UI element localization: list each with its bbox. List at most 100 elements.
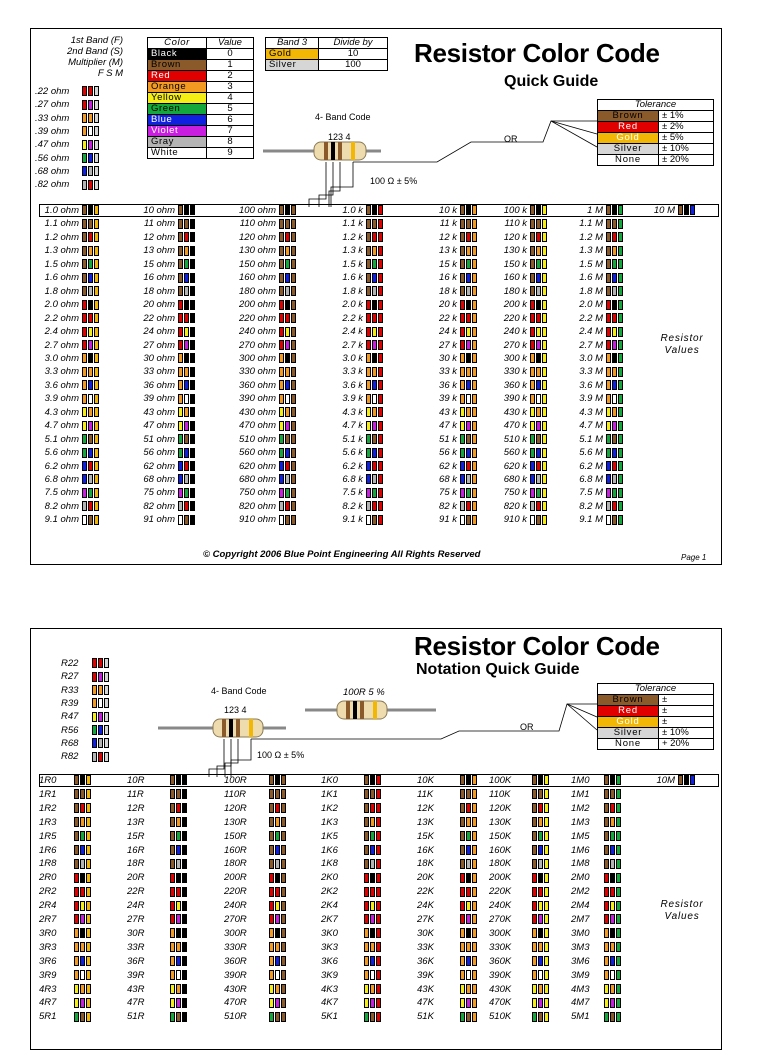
value-cell: 2.4 M bbox=[571, 325, 624, 338]
value-bands bbox=[606, 366, 624, 377]
color-band-green bbox=[618, 447, 623, 458]
value-bands bbox=[606, 380, 624, 391]
color-band-silver bbox=[104, 751, 109, 762]
color-band-orange bbox=[466, 817, 471, 828]
color-band-black bbox=[176, 872, 181, 883]
color-band-orange bbox=[472, 1011, 477, 1022]
color-band-green bbox=[88, 487, 93, 498]
value-cell: 6.2 M bbox=[571, 460, 624, 473]
value-bands bbox=[530, 259, 548, 270]
color-band-gold bbox=[86, 900, 91, 911]
tolerance-row: None + 20% bbox=[597, 738, 714, 750]
color-band-yellow bbox=[460, 420, 465, 431]
value-bands bbox=[460, 259, 478, 270]
color-band-brown bbox=[291, 514, 296, 525]
value-cell: 2.7 ohm bbox=[39, 339, 100, 352]
color-band-red bbox=[378, 447, 383, 458]
color-band-blue bbox=[98, 724, 103, 735]
color-band-red bbox=[285, 501, 290, 512]
color-band-red bbox=[364, 900, 369, 911]
color-band-orange bbox=[536, 245, 541, 256]
value-label: 56 k bbox=[439, 447, 457, 459]
color-band-yellow bbox=[542, 339, 547, 350]
color-band-black bbox=[538, 872, 543, 883]
value-label: 3K6 bbox=[321, 955, 338, 967]
value-bands bbox=[178, 245, 196, 256]
color-band-blue bbox=[466, 956, 471, 967]
color-band-yellow bbox=[544, 872, 549, 883]
value-bands bbox=[530, 232, 548, 243]
color-band-silver bbox=[104, 671, 109, 682]
color-band-blue bbox=[612, 447, 617, 458]
value-cell: 2K2 bbox=[321, 885, 382, 898]
color-band-black bbox=[190, 420, 195, 431]
value-cell: 1.1 k bbox=[321, 217, 384, 230]
color-band-brown bbox=[279, 205, 284, 216]
color-band-gray bbox=[80, 858, 85, 869]
tolerance-color: Red bbox=[597, 705, 659, 717]
value-label: 8.2 k bbox=[342, 500, 363, 512]
color-band-yellow bbox=[542, 353, 547, 364]
color-band-yellow bbox=[364, 997, 369, 1008]
color-band-brown bbox=[291, 380, 296, 391]
value-cell: 5M1 bbox=[571, 1010, 622, 1023]
value-cell: 1.0 ohm bbox=[39, 204, 100, 217]
color-band-orange bbox=[176, 817, 181, 828]
color-band-orange bbox=[466, 942, 471, 953]
value-label: 1.2 k bbox=[342, 231, 363, 243]
color-band-orange bbox=[604, 942, 609, 953]
color-band-brown bbox=[281, 983, 286, 994]
value-label: 39K bbox=[417, 969, 434, 981]
color-band-brown bbox=[370, 1011, 375, 1022]
value-bands bbox=[279, 205, 297, 216]
value-label: 390 k bbox=[503, 393, 527, 405]
color-band-red bbox=[378, 218, 383, 229]
color-band-violet bbox=[372, 339, 377, 350]
value-cell: 1.2 ohm bbox=[39, 231, 100, 244]
value-cell: 1K6 bbox=[321, 844, 382, 857]
value-label: 750 ohm bbox=[239, 487, 276, 499]
color-band-green bbox=[88, 259, 93, 270]
color-band-red bbox=[532, 872, 537, 883]
color-band-yellow bbox=[82, 139, 87, 150]
value-label: 3K9 bbox=[321, 969, 338, 981]
color-band-black bbox=[190, 514, 195, 525]
color-band-gray bbox=[606, 501, 611, 512]
color-band-orange bbox=[472, 218, 477, 229]
value-cell: 360 ohm bbox=[224, 379, 297, 392]
color-band-orange bbox=[472, 259, 477, 270]
value-cell: 8.2 M bbox=[571, 500, 624, 513]
color-band-black bbox=[182, 942, 187, 953]
color-band-white bbox=[366, 514, 371, 525]
color-band-brown bbox=[291, 245, 296, 256]
color-band-orange bbox=[285, 245, 290, 256]
color-band-brown bbox=[281, 956, 286, 967]
color-band-orange bbox=[460, 970, 465, 981]
value-label: 2R0 bbox=[39, 872, 57, 884]
value-label: 470 ohm bbox=[239, 420, 276, 432]
value-cell: 33 k bbox=[417, 365, 478, 378]
color-band-violet bbox=[98, 671, 103, 682]
value-cell: 4R3 bbox=[39, 983, 92, 996]
submultiple-label: .39 ohm bbox=[35, 125, 70, 137]
color-band-gold bbox=[94, 272, 99, 283]
color-band-orange bbox=[460, 366, 465, 377]
value-label: 43 ohm bbox=[143, 406, 175, 418]
color-band-yellow bbox=[366, 420, 371, 431]
value-bands bbox=[279, 339, 297, 350]
value-cell: 1R0 bbox=[39, 774, 92, 787]
color-band-blue bbox=[285, 380, 290, 391]
color-band-orange bbox=[372, 245, 377, 256]
color-band-red bbox=[88, 232, 93, 243]
color-band-gold bbox=[86, 858, 91, 869]
color-band-blue bbox=[88, 152, 93, 163]
color-band-orange bbox=[460, 928, 465, 939]
value-bands bbox=[532, 970, 550, 981]
value-cell: 510K bbox=[489, 1010, 550, 1023]
color-band-black bbox=[184, 299, 189, 310]
color-band-gold bbox=[86, 983, 91, 994]
value-bands bbox=[366, 514, 384, 525]
value-bands bbox=[269, 803, 287, 814]
color-band-green bbox=[612, 487, 617, 498]
resistor-values2-line1: Resistor bbox=[660, 899, 704, 910]
